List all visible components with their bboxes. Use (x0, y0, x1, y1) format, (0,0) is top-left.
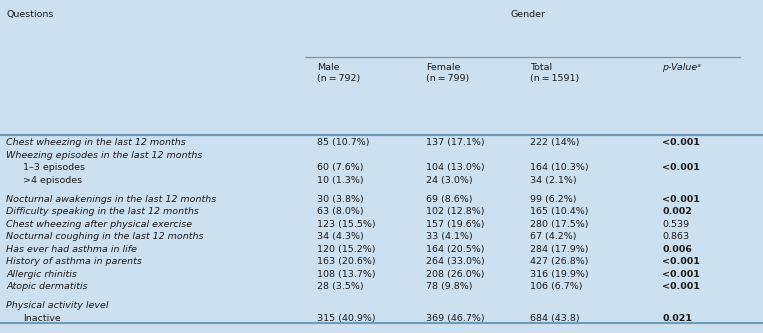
Text: 164 (10.3%): 164 (10.3%) (530, 163, 589, 172)
Text: Chest wheezing in the last 12 months: Chest wheezing in the last 12 months (6, 138, 186, 147)
Text: 137 (17.1%): 137 (17.1%) (426, 138, 485, 147)
Text: 106 (6.7%): 106 (6.7%) (530, 282, 583, 291)
Text: <0.001: <0.001 (662, 163, 700, 172)
Text: 123 (15.5%): 123 (15.5%) (317, 220, 375, 229)
Text: Female
(n = 799): Female (n = 799) (426, 63, 469, 83)
Text: Allergic rhinitis: Allergic rhinitis (6, 270, 77, 279)
Text: 33 (4.1%): 33 (4.1%) (426, 232, 472, 241)
Text: <0.001: <0.001 (662, 282, 700, 291)
Text: 120 (15.2%): 120 (15.2%) (317, 245, 375, 254)
Text: 427 (26.8%): 427 (26.8%) (530, 257, 589, 266)
Text: 316 (19.9%): 316 (19.9%) (530, 270, 589, 279)
Text: Gender: Gender (511, 10, 546, 19)
Text: Nocturnal coughing in the last 12 months: Nocturnal coughing in the last 12 months (6, 232, 204, 241)
Text: 108 (13.7%): 108 (13.7%) (317, 270, 375, 279)
Text: Chest wheezing after physical exercise: Chest wheezing after physical exercise (6, 220, 192, 229)
Text: 222 (14%): 222 (14%) (530, 138, 580, 147)
Text: 34 (4.3%): 34 (4.3%) (317, 232, 363, 241)
Text: Male
(n = 792): Male (n = 792) (317, 63, 360, 83)
Text: Total
(n = 1591): Total (n = 1591) (530, 63, 580, 83)
Text: Physical activity level: Physical activity level (6, 301, 108, 310)
Text: 0.006: 0.006 (662, 245, 692, 254)
Text: <0.001: <0.001 (662, 270, 700, 279)
Text: 315 (40.9%): 315 (40.9%) (317, 314, 375, 323)
Text: 684 (43.8): 684 (43.8) (530, 314, 580, 323)
Text: 0.002: 0.002 (662, 207, 692, 216)
Text: 102 (12.8%): 102 (12.8%) (426, 207, 485, 216)
Text: 60 (7.6%): 60 (7.6%) (317, 163, 363, 172)
Text: 0.863: 0.863 (662, 232, 690, 241)
Text: 284 (17.9%): 284 (17.9%) (530, 245, 589, 254)
Text: 99 (6.2%): 99 (6.2%) (530, 195, 577, 204)
Text: 34 (2.1%): 34 (2.1%) (530, 175, 577, 184)
Text: Difficulty speaking in the last 12 months: Difficulty speaking in the last 12 month… (6, 207, 199, 216)
Text: Inactive: Inactive (23, 314, 60, 323)
Text: Wheezing episodes in the last 12 months: Wheezing episodes in the last 12 months (6, 151, 202, 160)
Text: 30 (3.8%): 30 (3.8%) (317, 195, 363, 204)
Text: 208 (26.0%): 208 (26.0%) (426, 270, 485, 279)
Text: Atopic dermatitis: Atopic dermatitis (6, 282, 88, 291)
Text: Has ever had asthma in life: Has ever had asthma in life (6, 245, 137, 254)
Text: 1–3 episodes: 1–3 episodes (23, 163, 85, 172)
Text: 0.021: 0.021 (662, 314, 692, 323)
Text: <0.001: <0.001 (662, 138, 700, 147)
Text: Nocturnal awakenings in the last 12 months: Nocturnal awakenings in the last 12 mont… (6, 195, 217, 204)
Text: 369 (46.7%): 369 (46.7%) (426, 314, 485, 323)
Text: 0.539: 0.539 (662, 220, 690, 229)
Text: <0.001: <0.001 (662, 257, 700, 266)
Text: p-Valueᵃ: p-Valueᵃ (662, 63, 701, 72)
Text: >4 episodes: >4 episodes (23, 175, 82, 184)
Text: 280 (17.5%): 280 (17.5%) (530, 220, 589, 229)
Text: 24 (3.0%): 24 (3.0%) (426, 175, 472, 184)
Text: 157 (19.6%): 157 (19.6%) (426, 220, 485, 229)
Text: 264 (33.0%): 264 (33.0%) (426, 257, 485, 266)
Text: 78 (9.8%): 78 (9.8%) (426, 282, 472, 291)
Text: Questions: Questions (6, 10, 53, 19)
Text: 85 (10.7%): 85 (10.7%) (317, 138, 369, 147)
Text: History of asthma in parents: History of asthma in parents (6, 257, 142, 266)
Text: 165 (10.4%): 165 (10.4%) (530, 207, 589, 216)
Text: 69 (8.6%): 69 (8.6%) (426, 195, 472, 204)
Text: 104 (13.0%): 104 (13.0%) (426, 163, 485, 172)
Text: 163 (20.6%): 163 (20.6%) (317, 257, 375, 266)
Text: 67 (4.2%): 67 (4.2%) (530, 232, 577, 241)
Text: 63 (8.0%): 63 (8.0%) (317, 207, 363, 216)
Text: 28 (3.5%): 28 (3.5%) (317, 282, 363, 291)
Text: <0.001: <0.001 (662, 195, 700, 204)
Text: 10 (1.3%): 10 (1.3%) (317, 175, 363, 184)
Text: 164 (20.5%): 164 (20.5%) (426, 245, 485, 254)
